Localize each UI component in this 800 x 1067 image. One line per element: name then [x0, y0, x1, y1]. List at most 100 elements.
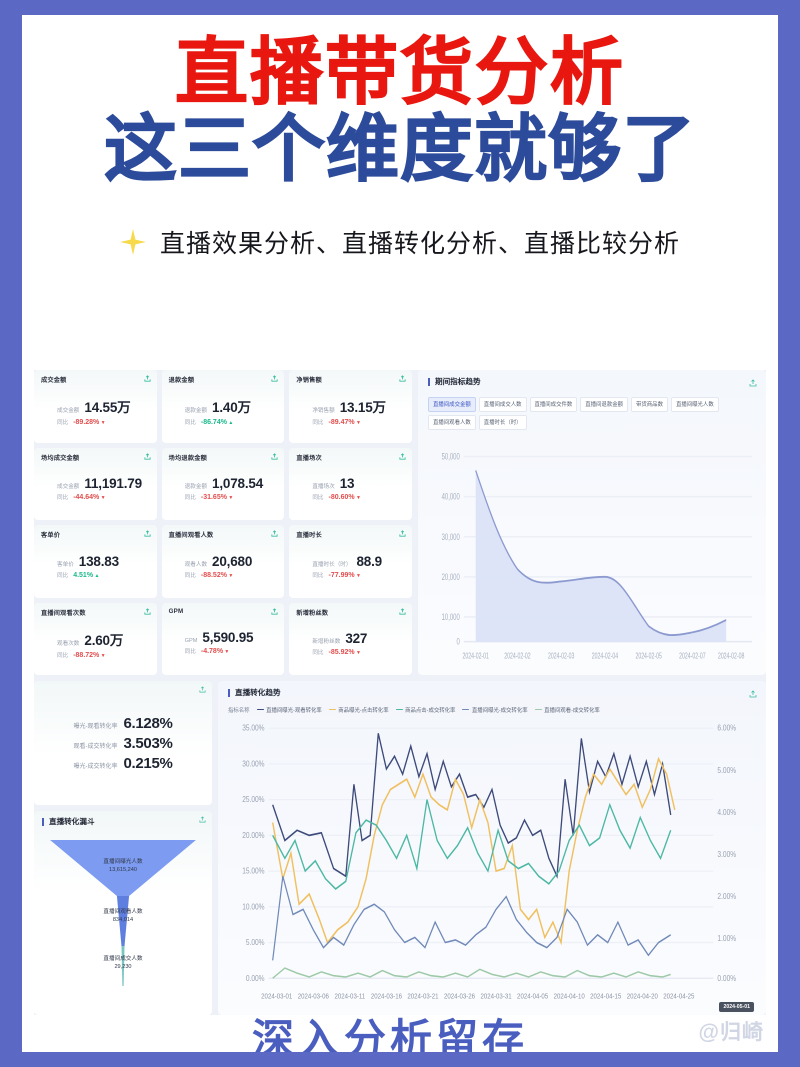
svg-text:30,000: 30,000: [442, 531, 461, 542]
svg-text:2024-03-31: 2024-03-31: [481, 993, 512, 1001]
kpi-body: 新增粉丝数 327 同比 -85.92% ▼: [296, 631, 405, 656]
kpi-title: 成交金额: [41, 377, 67, 384]
export-icon[interactable]: [199, 816, 206, 823]
kpi-compare-label: 同比: [57, 495, 69, 502]
metric-chip[interactable]: 直播间成交人数: [478, 396, 527, 412]
kpi-metric-label: 成交金额: [57, 408, 80, 415]
kpi-compare-label: 同比: [312, 495, 324, 502]
svg-text:2024-03-21: 2024-03-21: [407, 993, 438, 1001]
conversion-trend-card: 直播转化趋势 指标名称 直播间曝光-观看转化率 商品曝光-点击转化率 商品点击-成交…: [218, 681, 766, 1015]
kpi-card: 场均退款金额 退款金额 1,078.54 同比 -31.65% ▼: [161, 447, 285, 520]
period-trend-card: 期间指标趋势 直播间成交金额 直播间成交人数 直播间成交件数 直播间退款金额 带货商品数…: [418, 370, 766, 675]
dashboard-screenshot: 成交金额 成交金额 14.55万 同比 -89.28% ▼ 退款金额 退款金额 1.40万 同比…: [34, 370, 766, 1015]
export-icon[interactable]: [144, 607, 151, 615]
area-chart: 50,000 40,000 30,000 20,000 10,000 0 202…: [442, 451, 753, 661]
export-icon[interactable]: [144, 375, 151, 382]
legend-item[interactable]: 商品曝光-点击转化率: [328, 706, 389, 714]
kpi-body: GPM 5,590.95 同比 -4.78% ▼: [169, 630, 278, 655]
export-icon[interactable]: [271, 375, 278, 382]
sparkle-icon: [119, 229, 146, 256]
rate-label: 曝光-观看转化率: [73, 723, 118, 730]
kpi-card: 客单价 客单价 138.83 同比 4.51% ▲: [34, 525, 157, 598]
rate-value: 0.215%: [123, 754, 173, 772]
export-icon[interactable]: [199, 686, 206, 693]
metric-chip[interactable]: 直播间成交金额: [428, 396, 476, 412]
kpi-compare-label: 同比: [184, 572, 196, 579]
export-icon[interactable]: [399, 375, 406, 382]
kpi-value: 5,590.95: [202, 630, 254, 646]
svg-text:2024-04-25: 2024-04-25: [663, 993, 694, 1001]
kpi-title: 场均退款金额: [168, 454, 207, 462]
funnel-label-2: 直播间观看人数 834,014: [103, 908, 143, 923]
kpi-body: 直播场次 13 同比 -80.60% ▼: [296, 476, 405, 501]
kpi-value: 88.9: [356, 553, 383, 569]
axis-tooltip-label: 2024-05-01: [719, 1002, 754, 1012]
kpi-card: 场均成交金额 成交金额 11,191.79 同比 -44.64% ▼: [34, 447, 157, 520]
svg-text:5.00%: 5.00%: [246, 937, 265, 947]
metric-chip[interactable]: 直播间曝光人数: [670, 396, 719, 412]
kpi-card: GPM GPM 5,590.95 同比 -4.78% ▼: [161, 602, 285, 675]
export-icon[interactable]: [144, 452, 151, 460]
legend-item[interactable]: 直播间观看-成交转化率: [534, 706, 600, 714]
bottom-strip-text: 深入分析留存: [252, 1016, 529, 1052]
kpi-metric-label: GPM: [184, 638, 198, 645]
metric-chip-list[interactable]: 直播间成交金额 直播间成交人数 直播间成交件数 直播间退款金额 带货商品数 直播间曝光人数…: [428, 396, 756, 430]
metric-chip[interactable]: 直播间观看人数: [428, 414, 476, 430]
export-icon[interactable]: [271, 607, 278, 615]
rate-row: 曝光-成交转化率 0.215%: [42, 755, 204, 772]
export-icon[interactable]: [399, 530, 406, 537]
legend-item[interactable]: 直播间曝光-观看转化率: [256, 706, 322, 714]
series-line-slate: [272, 875, 671, 961]
svg-text:40,000: 40,000: [442, 491, 461, 502]
kpi-title: 直播间观看人数: [168, 532, 214, 539]
export-icon[interactable]: [749, 379, 757, 387]
legend-swatch: [462, 708, 470, 711]
legend-item[interactable]: 直播间曝光-成交转化率: [462, 706, 528, 714]
svg-text:1.00%: 1.00%: [717, 933, 736, 943]
funnel-chart: [50, 839, 196, 986]
rate-value: 6.128%: [123, 714, 173, 732]
conv-gridlines: [268, 727, 714, 979]
kpi-metric-label: 净销售额: [312, 408, 335, 415]
chart-legend[interactable]: 指标名称 直播间曝光-观看转化率 商品曝光-点击转化率 商品点击-成交转化率 直播间曝…: [228, 706, 756, 714]
svg-text:2024-03-26: 2024-03-26: [444, 993, 475, 1001]
rate-label: 观看-成交转化率: [73, 743, 118, 750]
metric-chip[interactable]: 直播间退款金额: [580, 396, 628, 412]
kpi-compare-label: 同比: [312, 572, 324, 579]
svg-text:4.00%: 4.00%: [717, 807, 736, 817]
legend-label: 直播间曝光-观看转化率: [266, 707, 322, 714]
svg-text:25.00%: 25.00%: [242, 794, 265, 804]
funnel-card: 直播转化漏斗 直播间曝光人数 13,615,240: [34, 811, 212, 1015]
export-icon[interactable]: [399, 452, 406, 460]
kpi-title: 直播间观看次数: [41, 609, 86, 617]
kpi-value: 14.55万: [84, 400, 131, 416]
legend-item[interactable]: 商品点击-成交转化率: [395, 706, 455, 714]
svg-text:2024-02-08: 2024-02-08: [718, 652, 745, 660]
kpi-metric-label: 直播场次: [312, 484, 335, 491]
svg-text:2024-02-05: 2024-02-05: [635, 652, 662, 660]
export-icon[interactable]: [144, 530, 151, 537]
kpi-body: 客单价 138.83 同比 4.51% ▲: [41, 554, 150, 579]
export-icon[interactable]: [271, 530, 278, 537]
rate-row: 观看-成交转化率 3.503%: [42, 735, 204, 752]
kpi-title: 净销售额: [296, 377, 322, 384]
kpi-card: 直播场次 直播场次 13 同比 -80.60% ▼: [289, 447, 412, 520]
subtitle-text: 直播效果分析、直播转化分析、直播比较分析: [159, 229, 680, 259]
kpi-compare-label: 同比: [184, 495, 196, 502]
export-icon[interactable]: [399, 607, 406, 615]
legend-label: 直播间观看-成交转化率: [544, 707, 600, 714]
svg-text:2024-03-11: 2024-03-11: [335, 993, 366, 1001]
kpi-body: 观看次数 2.60万 同比 -88.72% ▼: [41, 629, 150, 659]
metric-chip[interactable]: 带货商品数: [631, 396, 668, 412]
metric-chip[interactable]: 直播时长（时）: [478, 414, 527, 430]
kpi-delta: -44.64% ▼: [73, 494, 106, 502]
export-icon[interactable]: [271, 452, 278, 460]
metric-chip[interactable]: 直播间成交件数: [529, 396, 578, 412]
funnel-label-3: 直播间成交人数 29,230: [103, 955, 143, 970]
conversion-plot-wrap: 35.00% 30.00% 25.00% 20.00% 15.00% 10.00…: [228, 718, 756, 1012]
kpi-body: 成交金额 11,191.79 同比 -44.64% ▼: [41, 476, 150, 501]
kpi-card: 成交金额 成交金额 14.55万 同比 -89.28% ▼: [34, 370, 157, 443]
svg-text:20,000: 20,000: [442, 571, 461, 582]
kpi-body: 成交金额 14.55万 同比 -89.28% ▼: [41, 396, 150, 426]
export-icon[interactable]: [749, 690, 757, 698]
